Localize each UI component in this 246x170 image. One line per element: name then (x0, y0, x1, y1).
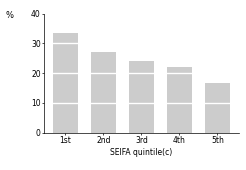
Bar (53, 33, 78, 133)
X-axis label: SEIFA quintile(c): SEIFA quintile(c) (110, 148, 173, 157)
Bar (167, 67, 192, 133)
Bar (205, 83, 230, 133)
Y-axis label: %: % (5, 11, 13, 20)
Bar (129, 61, 154, 133)
Bar (91, 52, 116, 133)
